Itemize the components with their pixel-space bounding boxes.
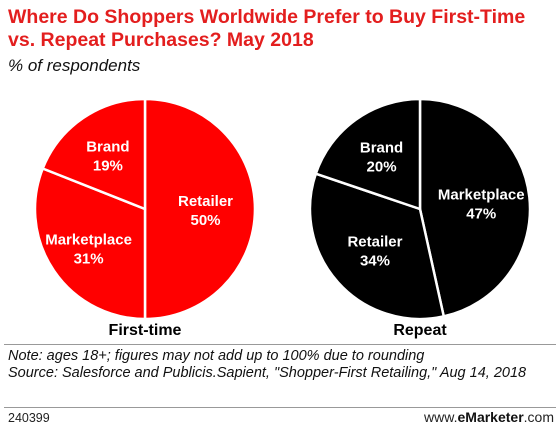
brand-name: eMarketer bbox=[457, 409, 524, 425]
pie-slice-repeat-retailer bbox=[308, 172, 446, 321]
slice-label: Retailer 50% bbox=[178, 193, 233, 229]
brand-prefix: www. bbox=[424, 409, 458, 425]
pie-slice-repeat-marketplace bbox=[418, 97, 532, 318]
pie-charts: Retailer 50% Marketplace 31% Brand 19% First-t… bbox=[33, 97, 532, 339]
pie-slice-first-time-marketplace bbox=[33, 167, 147, 321]
brand-logo: www.eMarketer.com bbox=[424, 409, 554, 425]
source-text: Source: Salesforce and Publicis.Sapient,… bbox=[8, 364, 527, 381]
slice-label: Retailer 34% bbox=[347, 233, 402, 269]
divider-bottom bbox=[4, 407, 556, 408]
pie-slice-first-time-brand bbox=[41, 97, 147, 211]
pie-caption-first-time: First-time bbox=[109, 322, 182, 339]
chart-id: 240399 bbox=[8, 411, 50, 425]
slice-label: Brand 20% bbox=[360, 139, 403, 175]
pie-caption-repeat: Repeat bbox=[393, 322, 447, 339]
pie-slice-repeat-brand bbox=[314, 97, 422, 211]
slice-label: Marketplace 47% bbox=[438, 186, 525, 222]
slice-label: Brand 19% bbox=[86, 138, 129, 174]
divider-top bbox=[4, 344, 556, 345]
footnote: Note: ages 18+; figures may not add up t… bbox=[8, 348, 556, 381]
chart-subtitle: % of respondents bbox=[8, 56, 141, 75]
slice-label: Marketplace 31% bbox=[45, 231, 132, 267]
brand-suffix: .com bbox=[523, 409, 554, 425]
chart-title: Where Do Shoppers Worldwide Prefer to Bu… bbox=[8, 6, 526, 51]
pie-slice-first-time-retailer bbox=[143, 97, 257, 321]
note-text: Note: ages 18+; figures may not add up t… bbox=[8, 348, 425, 364]
